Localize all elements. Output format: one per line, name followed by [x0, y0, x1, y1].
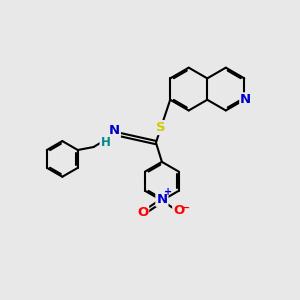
Text: N: N — [240, 93, 251, 106]
Text: O: O — [173, 204, 184, 218]
Text: N: N — [109, 124, 120, 137]
Text: S: S — [156, 121, 166, 134]
Text: H: H — [100, 136, 110, 149]
Text: +: + — [164, 187, 172, 197]
Text: −: − — [181, 203, 190, 213]
Text: N: N — [156, 193, 167, 206]
Text: O: O — [137, 206, 148, 219]
